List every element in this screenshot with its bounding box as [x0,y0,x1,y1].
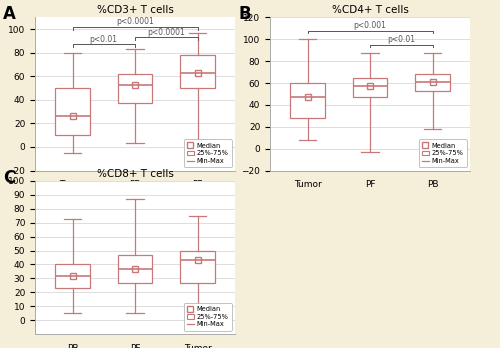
Legend: Median, 25%-75%, Min-Max: Median, 25%-75%, Min-Max [184,139,232,167]
Text: p<0.0001: p<0.0001 [148,28,185,37]
PathPatch shape [353,78,387,97]
Text: A: A [3,5,16,23]
Text: C: C [3,169,15,187]
Text: p<0.01: p<0.01 [90,35,118,44]
Text: p<0.0001: p<0.0001 [116,17,154,26]
PathPatch shape [290,83,324,118]
PathPatch shape [56,88,90,135]
PathPatch shape [180,55,214,88]
Text: p<0.001: p<0.001 [354,21,386,30]
PathPatch shape [118,74,152,103]
Title: %CD8+ T cells: %CD8+ T cells [96,169,174,179]
Title: %CD4+ T cells: %CD4+ T cells [332,5,408,15]
Title: %CD3+ T cells: %CD3+ T cells [96,5,174,15]
Legend: Median, 25%-75%, Min-Max: Median, 25%-75%, Min-Max [419,139,467,167]
Text: p<0.01: p<0.01 [387,35,415,44]
PathPatch shape [118,255,152,283]
Legend: Median, 25%-75%, Min-Max: Median, 25%-75%, Min-Max [184,303,232,331]
PathPatch shape [416,74,450,91]
PathPatch shape [180,251,214,283]
Text: B: B [238,5,250,23]
PathPatch shape [56,264,90,288]
